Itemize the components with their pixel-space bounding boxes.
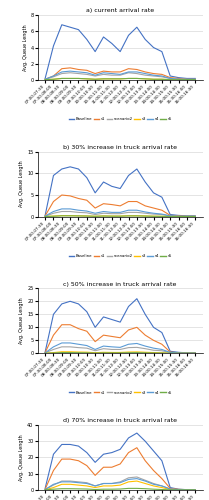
Title: a) current arrival rate: a) current arrival rate <box>86 8 154 13</box>
Y-axis label: Avg. Queue Length: Avg. Queue Length <box>19 298 24 344</box>
Y-axis label: Avg. Queue Length: Avg. Queue Length <box>23 24 28 71</box>
Y-axis label: Avg. Queue Length: Avg. Queue Length <box>19 434 24 481</box>
Legend: Baseline, s1, scenario2, s3, s4, s5: Baseline, s1, scenario2, s3, s4, s5 <box>67 116 173 123</box>
Y-axis label: Avg. Queue Length: Avg. Queue Length <box>19 161 24 208</box>
Title: b) 30% increase in truck arrival rate: b) 30% increase in truck arrival rate <box>63 145 177 150</box>
Legend: Baseline, s1, scenario2, s3, s4, s5: Baseline, s1, scenario2, s3, s4, s5 <box>67 252 173 260</box>
Title: d) 70% increase in truck arrival rate: d) 70% increase in truck arrival rate <box>63 418 177 423</box>
Legend: Baseline, s1, scenario2, s3, s4, s5: Baseline, s1, scenario2, s3, s4, s5 <box>67 389 173 396</box>
Title: c) 50% increase in truck arrival rate: c) 50% increase in truck arrival rate <box>64 282 177 286</box>
